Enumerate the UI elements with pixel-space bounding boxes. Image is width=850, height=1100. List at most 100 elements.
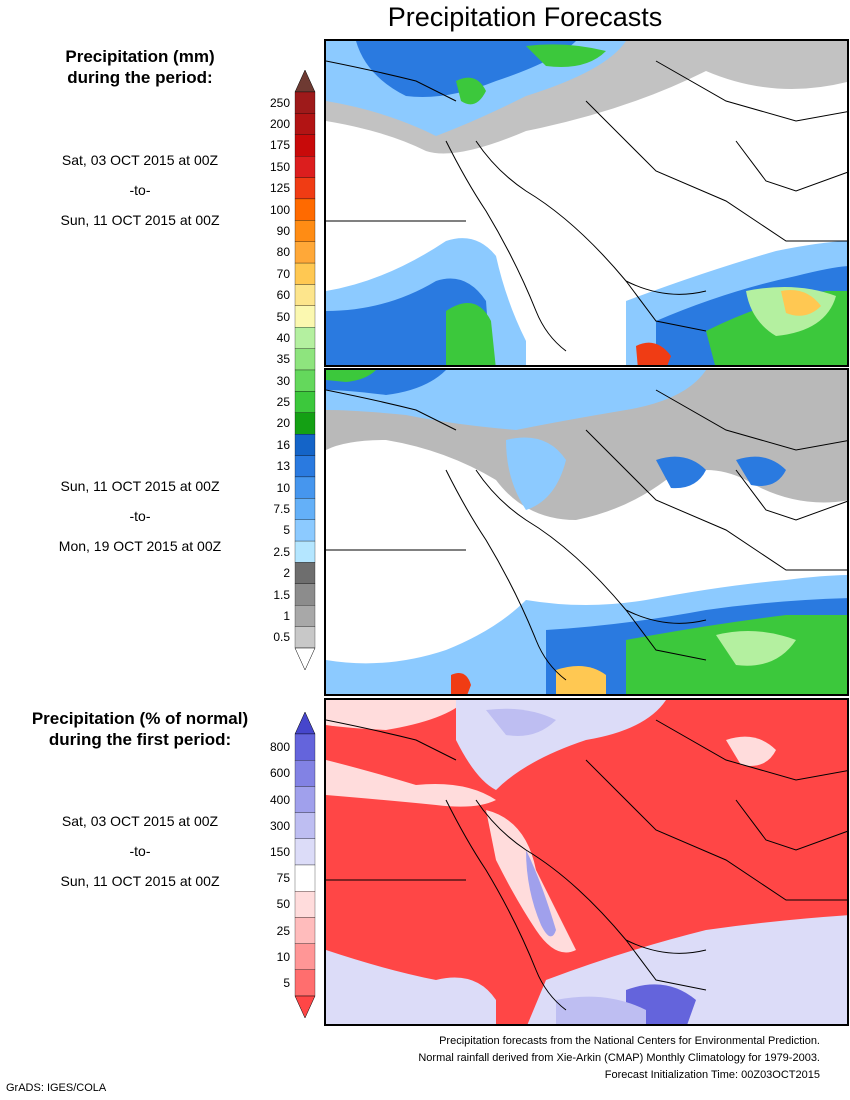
map-week2-precip [324,368,849,696]
pct-legend-heading: Precipitation (% of normal) during the f… [20,708,260,750]
mm-legend-swatch [294,519,316,542]
pct-color-legend: 800 600 400 300 150 75 50 25 10 5 [260,711,320,1019]
mm-legend-swatch [294,305,316,328]
period3-separator: -to- [129,843,151,859]
pct-legend-label: 300 [269,818,290,833]
mm-legend-bottom-arrow [294,647,316,671]
precip-shading [326,370,847,694]
footnote-normal: Normal rainfall derived from Xie-Arkin (… [418,1052,820,1064]
mm-legend-swatch [294,562,316,584]
mm-legend-label: 0.5 [273,630,290,645]
mm-legend-swatch [294,498,316,520]
page-title: Precipitation Forecasts [387,2,663,32]
mm-legend-label: 13 [276,459,290,474]
mm-legend-swatch [294,198,316,221]
pct-legend-label: 75 [276,871,290,886]
pct-legend-bar [294,711,316,1019]
pct-heading-line-2: during the first period: [48,730,232,749]
period1-start: Sat, 03 OCT 2015 at 00Z [61,152,219,168]
mm-legend-bar [294,69,316,671]
mm-legend-label: 250 [269,95,290,110]
map-week1-precip [324,39,849,367]
mm-legend-label: 7.5 [273,502,290,516]
mm-legend-swatch [294,434,316,456]
period1-end: Sun, 11 OCT 2015 at 00Z [60,212,220,228]
percent-shading [326,700,847,1024]
pct-heading-line-1: Precipitation (% of normal) [31,709,249,728]
pct-legend-swatch [294,786,316,813]
mm-legend-label: 25 [276,395,290,410]
mm-legend-swatch [294,605,316,627]
pct-legend-swatch [294,733,316,761]
map-week2-svg [326,370,847,694]
pct-legend-bottom-arrow [294,995,316,1019]
mm-legend-label: 35 [276,352,290,367]
pct-legend-label: 5 [283,975,290,990]
mm-legend-swatch [294,262,316,285]
country-borders [326,719,847,1011]
mm-legend-top-arrow [294,69,316,93]
period3-start: Sat, 03 OCT 2015 at 00Z [61,813,219,829]
mm-legend-label: 175 [269,138,290,153]
mm-legend-label: 70 [276,266,290,281]
mm-legend-label: 2.5 [273,544,290,559]
mm-legend-label: 40 [276,330,290,345]
mm-legend-swatch [294,369,316,392]
mm-legend-label: 1 [283,608,290,623]
mm-legend-heading: Precipitation (mm) during the period: [20,46,260,88]
mm-legend-label: 10 [276,480,290,495]
precip-shading [326,41,847,365]
period1-separator: -to- [129,182,151,198]
pct-legend-swatch [294,969,316,997]
mm-legend-swatch [294,348,316,371]
country-borders [326,389,847,681]
pct-legend-label: 10 [276,949,290,964]
period2-end: Mon, 19 OCT 2015 at 00Z [58,538,222,554]
footnote-source: Precipitation forecasts from the Nationa… [439,1035,820,1047]
pct-legend-label: 800 [269,740,290,755]
mm-legend-swatch [294,626,316,649]
mm-legend-label: 60 [276,288,290,303]
mm-color-legend: 250 200 175 150 125 100 90 80 70 60 50 40 35 30 25 20 16… [260,69,320,671]
mm-legend-label: 90 [276,224,290,238]
mm-legend-swatch [294,156,316,178]
pct-legend-top-arrow [294,711,316,735]
mm-legend-swatch [294,177,316,200]
pct-legend-label: 50 [276,897,290,912]
mm-legend-label: 5 [283,523,290,538]
mm-legend-swatch [294,327,316,349]
mm-legend-swatch [294,284,316,306]
mm-legend-swatch [294,583,316,606]
grads-credit: GrADS: IGES/COLA [6,1082,107,1094]
mm-legend-swatch [294,91,316,114]
mm-legend-swatch [294,455,316,478]
mm-legend-swatch [294,412,316,435]
period2-start: Sun, 11 OCT 2015 at 00Z [60,478,220,494]
mm-legend-label: 125 [269,181,290,196]
mm-legend-label: 100 [269,202,290,217]
pct-legend-label: 150 [269,844,290,859]
map-percent-normal [324,698,849,1026]
pct-legend-swatch [294,943,316,970]
mm-legend-label: 16 [276,437,290,452]
mm-legend-label: 20 [276,416,290,431]
pct-legend-label: 600 [269,766,290,781]
mm-legend-label: 30 [276,373,290,388]
mm-legend-swatch [294,220,316,242]
period3-end: Sun, 11 OCT 2015 at 00Z [60,873,220,889]
mm-heading-line-1: Precipitation (mm) [65,47,215,66]
pct-legend-swatch [294,812,316,839]
map-week1-svg [326,41,847,365]
pct-legend-swatch [294,760,316,787]
mm-legend-label: 80 [276,245,290,260]
mm-legend-label: 150 [269,159,290,174]
pct-legend-label: 400 [269,792,290,807]
pct-legend-swatch [294,838,316,866]
mm-legend-swatch [294,113,316,135]
mm-legend-label: 200 [269,117,290,132]
footnote-init-time: Forecast Initialization Time: 00Z03OCT20… [604,1069,820,1081]
mm-legend-swatch [294,391,316,413]
pct-legend-swatch [294,891,316,918]
country-borders [326,60,847,352]
mm-legend-swatch [294,540,316,563]
